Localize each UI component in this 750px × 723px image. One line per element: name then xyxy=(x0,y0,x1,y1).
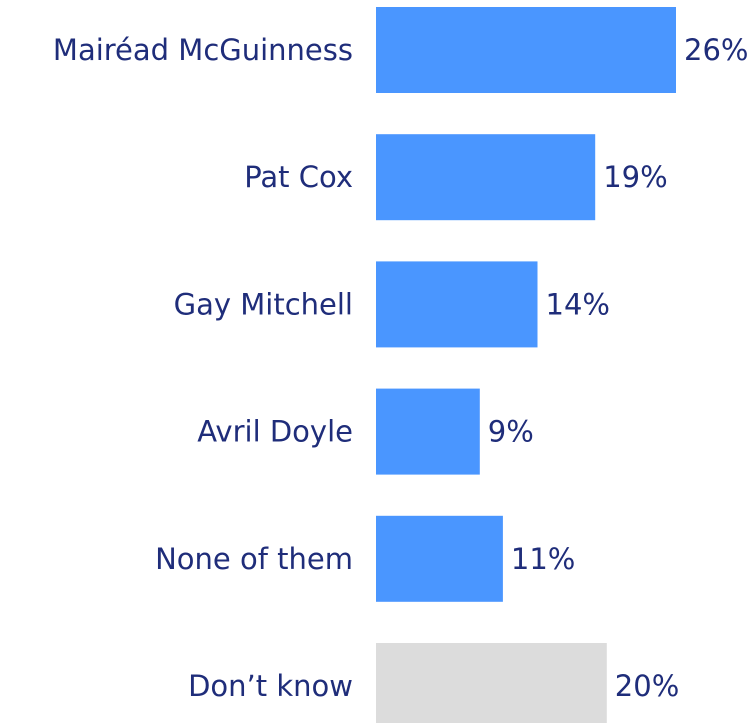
bar-0 xyxy=(376,7,676,93)
bar-3 xyxy=(376,388,480,475)
value-label-5: 20% xyxy=(615,669,679,703)
bar-1 xyxy=(376,134,596,221)
bar-2 xyxy=(376,261,538,348)
category-label-2: Gay Mitchell xyxy=(174,287,353,321)
bar-5 xyxy=(376,643,607,723)
category-label-4: None of them xyxy=(155,542,353,576)
bar-4 xyxy=(376,515,503,602)
value-label-3: 9% xyxy=(488,415,534,449)
category-label-0: Mairéad McGuinness xyxy=(53,33,353,67)
value-label-4: 11% xyxy=(511,542,575,576)
category-label-5: Don’t know xyxy=(188,669,353,703)
value-label-1: 19% xyxy=(603,160,667,194)
value-label-0: 26% xyxy=(684,33,748,67)
category-label-3: Avril Doyle xyxy=(197,415,353,449)
value-label-2: 14% xyxy=(546,287,610,321)
category-label-1: Pat Cox xyxy=(244,160,353,194)
